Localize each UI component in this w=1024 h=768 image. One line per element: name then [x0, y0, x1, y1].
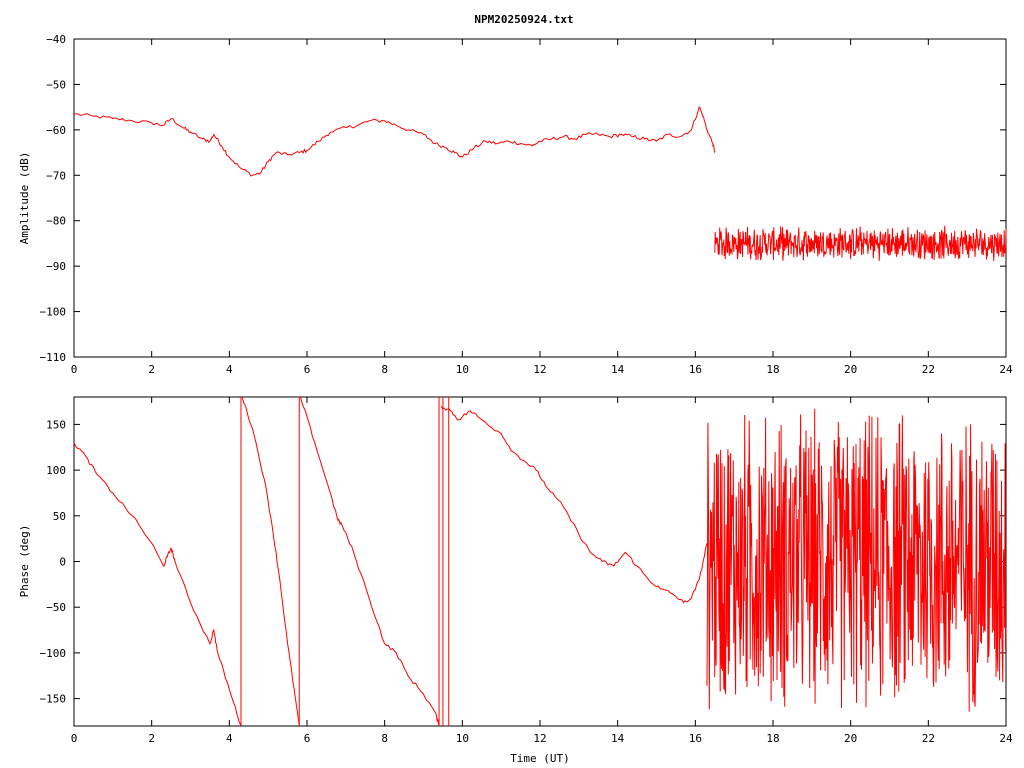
x-tick-label: 0	[71, 363, 78, 376]
chart-title: NPM20250924.txt	[474, 13, 573, 26]
phase-y-ticks: −150 −100 −50 0 50 100 150	[40, 418, 1006, 706]
amplitude-plot-frame	[73, 38, 1007, 358]
x-tick-label: 22	[922, 732, 935, 745]
x-tick-label: 24	[999, 732, 1013, 745]
y-tick-label: −50	[46, 78, 66, 91]
x-tick-label: 18	[766, 363, 779, 376]
x-tick-label: 20	[844, 363, 857, 376]
x-tick-label: 12	[533, 363, 546, 376]
x-tick-label: 8	[381, 363, 388, 376]
phase-series-3	[299, 396, 440, 727]
y-tick-label: 0	[59, 556, 66, 569]
x-tick-label: 12	[533, 732, 546, 745]
y-tick-label: −40	[46, 33, 66, 46]
y-tick-label: −100	[40, 647, 67, 660]
x-tick-label: 20	[844, 732, 857, 745]
y-tick-label: −110	[40, 351, 67, 364]
y-tick-label: 50	[53, 510, 66, 523]
amplitude-y-axis-label: Amplitude (dB)	[18, 152, 31, 245]
x-tick-label: 4	[226, 363, 233, 376]
phase-traces	[73, 396, 1007, 727]
y-tick-label: −100	[40, 306, 67, 319]
x-tick-label: 22	[922, 363, 935, 376]
y-tick-label: −60	[46, 124, 66, 137]
phase-series-4	[440, 405, 708, 604]
y-tick-label: 100	[46, 464, 66, 477]
x-tick-label: 18	[766, 732, 779, 745]
y-tick-label: −90	[46, 260, 66, 273]
phase-y-axis-label: Phase (deg)	[18, 525, 31, 598]
y-tick-label: −70	[46, 169, 66, 182]
y-tick-label: −150	[40, 693, 67, 706]
x-tick-label: 8	[381, 732, 388, 745]
amplitude-series-1	[73, 106, 716, 177]
amplitude-x-ticks: 0 2 4 6 8 10 12 14 16 18 20 22 24	[71, 39, 1013, 376]
phase-x-ticks: 0 2 4 6 8 10 12 14 16 18 20 22 24	[71, 397, 1013, 745]
x-tick-label: 2	[148, 363, 155, 376]
amplitude-traces	[73, 106, 1007, 262]
x-tick-label: 6	[304, 732, 311, 745]
phase-series-5	[706, 408, 1007, 712]
x-tick-label: 16	[689, 363, 702, 376]
x-tick-label: 0	[71, 732, 78, 745]
y-tick-label: −80	[46, 215, 66, 228]
amplitude-panel: −110−100−90−80−70−60−50−40 0 2 4 6 8 10 12 14 16…	[18, 33, 1013, 376]
phase-series-1	[73, 442, 242, 727]
x-tick-label: 14	[611, 732, 625, 745]
x-tick-label: 14	[611, 363, 625, 376]
y-tick-label: 150	[46, 418, 66, 431]
amplitude-series-2	[714, 225, 1007, 262]
phase-x-axis-label: Time (UT)	[510, 752, 570, 765]
y-tick-label: −50	[46, 601, 66, 614]
phase-series-2	[241, 396, 300, 727]
x-tick-label: 10	[456, 363, 469, 376]
x-tick-label: 24	[999, 363, 1013, 376]
x-tick-label: 4	[226, 732, 233, 745]
x-tick-label: 16	[689, 732, 702, 745]
amplitude-y-ticks: −110 −100 −90 −80 −70 −60 −50 −40	[40, 33, 1006, 364]
x-tick-label: 6	[304, 363, 311, 376]
x-tick-label: 10	[456, 732, 469, 745]
x-tick-label: 2	[148, 732, 155, 745]
